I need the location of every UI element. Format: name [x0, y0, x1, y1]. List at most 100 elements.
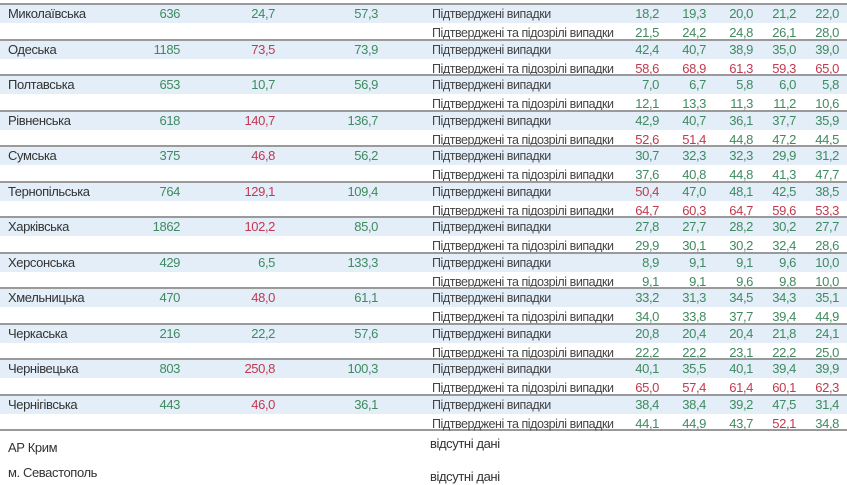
row-label: Підтверджені та підозрілі випадки	[432, 310, 614, 324]
confirmed-value: 30,7	[635, 148, 659, 163]
confirmed-value: 28,2	[729, 219, 753, 234]
region-block: Полтавська 653 10,7 56,9 Підтверджені випадк…	[0, 74, 847, 111]
table-row-confirmed-suspected: Підтверджені та підозрілі випадки 44,1 44,…	[0, 414, 847, 431]
confirmed-value: 27,7	[815, 219, 839, 234]
confirmed-suspected-value: 44,1	[635, 415, 659, 431]
table-row-confirmed-suspected: Підтверджені та підозрілі випадки 34,0 33,…	[0, 307, 847, 324]
confirmed-suspected-value: 34,0	[635, 309, 659, 324]
confirmed-suspected-value: 39,4	[772, 309, 796, 324]
region-c1-value: 764	[159, 183, 181, 199]
region-c3-value: 36,1	[354, 396, 378, 412]
confirmed-suspected-value: 32,4	[772, 238, 796, 253]
region-c3-value: 85,0	[354, 219, 378, 234]
footer-region-name: АР Крим	[8, 440, 58, 455]
row-label: Підтверджені випадки	[432, 397, 551, 412]
confirmed-suspected-value: 65,0	[635, 380, 659, 395]
confirmed-value: 18,2	[635, 6, 659, 21]
region-block: Черкаська 216 22,2 57,6 Підтверджені випадки…	[0, 322, 847, 360]
confirmed-value: 38,4	[682, 396, 706, 412]
region-name: Черкаська	[8, 325, 68, 341]
row-label: Підтверджені та підозрілі випадки	[432, 416, 614, 431]
region-name: Рівненська	[8, 112, 71, 128]
region-c2-value: 22,2	[251, 325, 275, 341]
region-block: Чернігівська 443 46,0 36,1 Підтверджені випа…	[0, 393, 847, 431]
confirmed-suspected-value: 44,9	[682, 415, 706, 431]
confirmed-value: 42,4	[635, 41, 659, 57]
region-c2-value: 46,0	[251, 396, 275, 412]
region-name: Одеська	[8, 41, 57, 57]
row-label: Підтверджені випадки	[432, 184, 551, 199]
table-row-confirmed: Хмельницька 470 48,0 61,1 Підтверджені випад…	[0, 289, 847, 307]
confirmed-value: 39,2	[729, 396, 753, 412]
region-name: Миколаївська	[8, 6, 86, 21]
confirmed-suspected-value: 44,5	[815, 131, 839, 147]
confirmed-suspected-value: 40,8	[682, 167, 706, 182]
confirmed-value: 29,9	[772, 148, 796, 163]
table-row-confirmed-suspected: Підтверджені та підозрілі випадки 29,9 30,…	[0, 236, 847, 253]
confirmed-suspected-value: 34,8	[815, 415, 839, 431]
region-c2-value: 10,7	[251, 77, 275, 92]
confirmed-value: 5,8	[822, 77, 839, 92]
region-name: Херсонська	[8, 254, 75, 270]
region-c1-value: 375	[159, 148, 181, 163]
row-label: Підтверджені та підозрілі випадки	[432, 61, 614, 76]
row-label: Підтверджені випадки	[432, 42, 551, 57]
confirmed-suspected-value: 44,9	[815, 309, 839, 324]
confirmed-value: 36,1	[729, 112, 753, 128]
region-c1-value: 636	[159, 6, 181, 21]
region-c2-value: 6,5	[258, 254, 275, 270]
row-label: Підтверджені випадки	[432, 149, 551, 163]
region-name: Хмельницька	[8, 290, 85, 305]
region-block: Сумська 375 46,8 56,2 Підтверджені випадки 30…	[0, 145, 847, 182]
region-c3-value: 57,6	[354, 325, 378, 341]
region-c1-value: 470	[159, 290, 181, 305]
confirmed-suspected-value: 60,1	[772, 380, 796, 395]
confirmed-value: 38,4	[635, 396, 659, 412]
confirmed-suspected-value: 51,4	[682, 131, 706, 147]
table-row-confirmed-suspected: Підтверджені та підозрілі випадки 52,6 51,…	[0, 130, 847, 147]
region-c2-value: 46,8	[251, 148, 275, 163]
confirmed-suspected-value: 37,7	[729, 309, 753, 324]
confirmed-suspected-value: 64,7	[729, 202, 753, 218]
table-bottom-divider	[0, 429, 847, 431]
region-name: Сумська	[8, 148, 57, 163]
confirmed-suspected-value: 24,8	[729, 25, 753, 40]
region-c2-value: 250,8	[244, 361, 275, 376]
row-label: Підтверджені випадки	[432, 362, 551, 376]
region-c2-value: 140,7	[244, 112, 275, 128]
confirmed-suspected-value: 22,2	[772, 344, 796, 360]
confirmed-value: 35,1	[815, 290, 839, 305]
confirmed-suspected-value: 57,4	[682, 380, 706, 395]
confirmed-suspected-value: 53,3	[815, 202, 839, 218]
row-label: Підтверджені випадки	[432, 255, 551, 270]
confirmed-suspected-value: 22,2	[682, 344, 706, 360]
confirmed-suspected-value: 64,7	[635, 202, 659, 218]
confirmed-suspected-value: 28,0	[815, 25, 839, 40]
row-label: Підтверджені та підозрілі випадки	[432, 26, 614, 40]
region-block: Харківська 1862 102,2 85,0 Підтверджені випа…	[0, 216, 847, 253]
confirmed-suspected-value: 62,3	[815, 380, 839, 395]
confirmed-suspected-value: 61,4	[729, 380, 753, 395]
confirmed-suspected-value: 9,6	[736, 273, 753, 289]
confirmed-value: 21,2	[772, 6, 796, 21]
table-row-confirmed: Чернігівська 443 46,0 36,1 Підтверджені випа…	[0, 395, 847, 414]
confirmed-value: 32,3	[729, 148, 753, 163]
confirmed-value: 22,0	[815, 6, 839, 21]
region-name: Чернігівська	[8, 396, 78, 412]
region-c1-value: 443	[159, 396, 181, 412]
confirmed-value: 39,9	[815, 361, 839, 376]
confirmed-value: 9,1	[689, 254, 706, 270]
confirmed-value: 35,0	[772, 41, 796, 57]
region-c2-value: 129,1	[244, 183, 275, 199]
confirmed-suspected-value: 33,8	[682, 309, 706, 324]
table-row-confirmed-suspected: Підтверджені та підозрілі випадки 22,2 22,…	[0, 343, 847, 360]
table-row-confirmed: Чернівецька 803 250,8 100,3 Підтверджені вип…	[0, 360, 847, 378]
confirmed-suspected-value: 30,2	[729, 238, 753, 253]
confirmed-suspected-value: 9,1	[642, 273, 659, 289]
confirmed-suspected-value: 44,8	[729, 131, 753, 147]
table-row-confirmed-suspected: Підтверджені та підозрілі випадки 64,7 60,…	[0, 201, 847, 218]
region-name: Полтавська	[8, 77, 75, 92]
table-row-confirmed: Харківська 1862 102,2 85,0 Підтверджені випа…	[0, 218, 847, 236]
row-label: Підтверджені та підозрілі випадки	[432, 168, 614, 182]
row-label: Підтверджені випадки	[432, 291, 551, 305]
